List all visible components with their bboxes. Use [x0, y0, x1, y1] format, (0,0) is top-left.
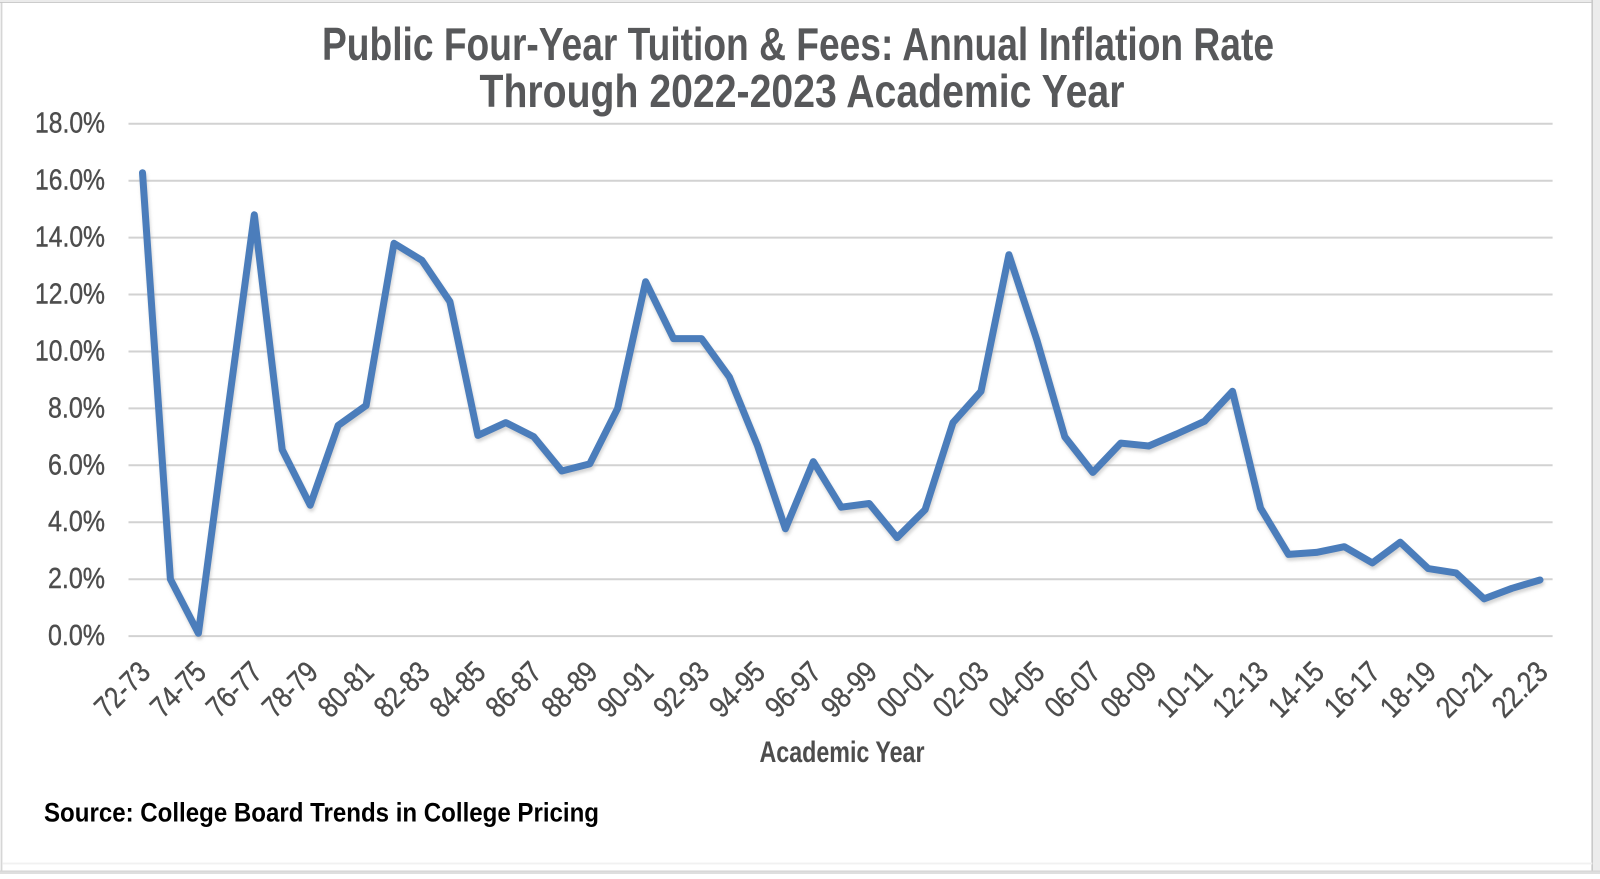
svg-text:18.0%: 18.0% — [35, 108, 105, 140]
svg-text:12.0%: 12.0% — [35, 279, 105, 311]
svg-text:8.0%: 8.0% — [48, 392, 105, 424]
svg-text:16.0%: 16.0% — [35, 165, 105, 197]
svg-text:4.0%: 4.0% — [48, 506, 105, 538]
svg-text:14.0%: 14.0% — [35, 222, 105, 254]
svg-text:Through 2022-2023 Academic Yea: Through 2022-2023 Academic Year — [480, 65, 1125, 117]
svg-text:2.0%: 2.0% — [48, 563, 105, 595]
svg-text:6.0%: 6.0% — [48, 449, 105, 481]
svg-text:10.0%: 10.0% — [35, 336, 105, 368]
svg-text:Source: College Board Trends i: Source: College Board Trends in College … — [44, 798, 599, 828]
svg-text:0.0%: 0.0% — [48, 620, 105, 652]
svg-text:Academic Year: Academic Year — [760, 736, 925, 769]
svg-text:Public Four-Year Tuition & Fee: Public Four-Year Tuition & Fees: Annual … — [322, 18, 1274, 70]
